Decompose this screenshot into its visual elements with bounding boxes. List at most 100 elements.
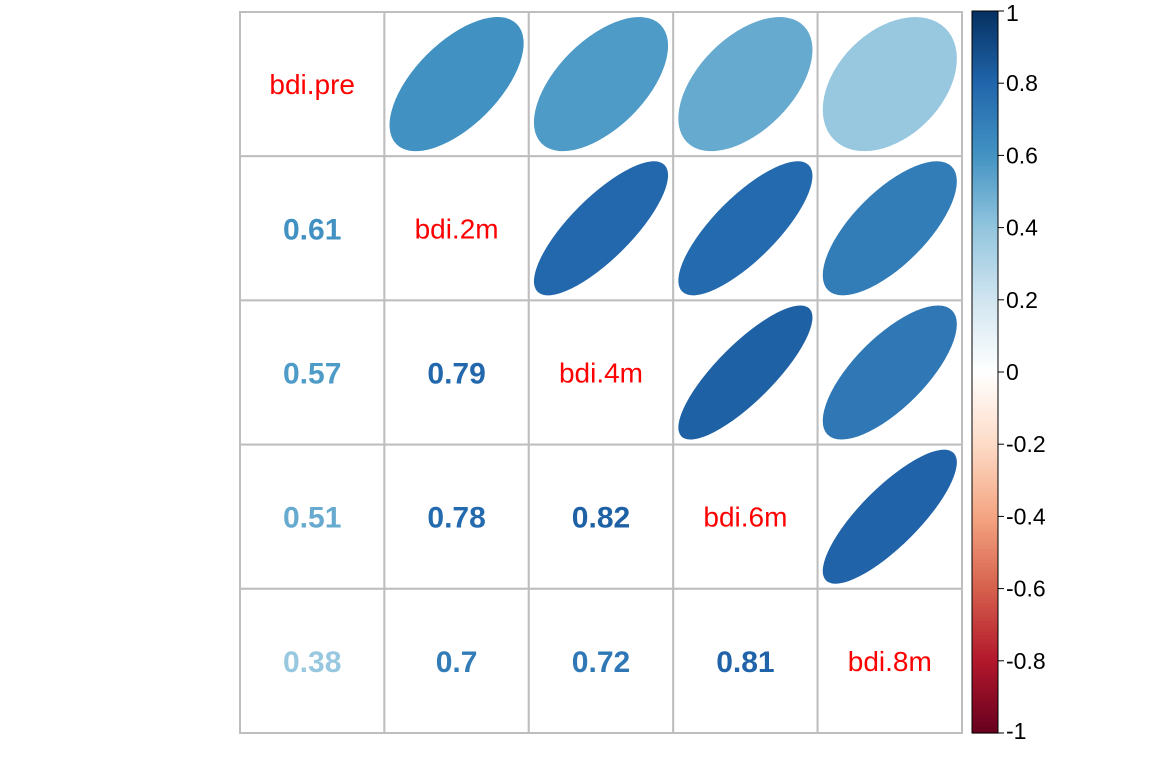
colorbar-segment — [972, 523, 998, 528]
colorbar-segment — [972, 610, 998, 615]
colorbar-segment — [972, 36, 998, 41]
colorbar-segment — [972, 408, 998, 413]
colorbar-segment — [972, 198, 998, 203]
colorbar-segment — [972, 664, 998, 669]
colorbar-segment — [972, 339, 998, 344]
colorbar-segment — [972, 86, 998, 92]
colorbar-segment — [972, 65, 998, 70]
colorbar-segment — [972, 382, 998, 388]
coef-label-bdi.8m-bdi.6m: 0.81 — [716, 646, 774, 679]
colorbar-segment — [972, 94, 998, 99]
colorbar-segment — [972, 216, 998, 221]
colorbar-segment — [972, 278, 998, 283]
colorbar-segment — [972, 563, 998, 568]
colorbar-segment — [972, 328, 998, 333]
colorbar-segment — [972, 361, 998, 366]
colorbar-segment — [972, 642, 998, 647]
colorbar-segment — [972, 227, 998, 232]
colorbar-segment — [972, 39, 998, 45]
colorbar-segment — [972, 346, 998, 351]
colorbar-segment — [972, 429, 998, 434]
grid-cell-4-1 — [383, 587, 530, 734]
colorbar-segment — [972, 646, 998, 651]
colorbar-segment — [972, 668, 998, 673]
ellipse-bdi.4m-bdi.8m — [822, 305, 957, 440]
matrix-cells: bdi.pre 0.61 bdi.2m 0.57 0.79 bdi.4m 0.51 0.78 0… — [239, 11, 963, 734]
colorbar-segment — [972, 205, 998, 211]
colorbar-segment — [972, 231, 998, 236]
colorbar-segment — [972, 256, 998, 261]
ellipse-bdi.4m-bdi.6m — [678, 305, 813, 440]
colorbar-segment — [972, 422, 998, 427]
colorbar-segment — [972, 321, 998, 326]
colorbar-segment — [972, 213, 998, 218]
colorbar-segment — [972, 166, 998, 171]
colorbar-segment — [972, 122, 998, 128]
colorbar-segment — [972, 137, 998, 142]
colorbar-segment — [972, 386, 998, 391]
colorbar-segment — [972, 718, 998, 723]
colorbar-segment — [972, 104, 998, 110]
colorbar-tick-label: 1 — [1006, 0, 1019, 26]
colorbar-segment — [972, 151, 998, 156]
colorbar-segment — [972, 263, 998, 268]
colorbar-segment — [972, 538, 998, 543]
colorbar-segment — [972, 108, 998, 113]
colorbar-segment — [972, 18, 998, 23]
colorbar-segment — [972, 350, 998, 355]
colorbar-segment — [972, 220, 998, 225]
colorbar-tick-label: -1 — [1006, 718, 1026, 744]
colorbar-segment — [972, 11, 998, 16]
colorbar-segment — [972, 415, 998, 420]
colorbar-segment — [972, 707, 998, 712]
colorbar-segment — [972, 595, 998, 601]
colorbar-segment — [972, 169, 998, 175]
colorbar-tick-label: 0.6 — [1006, 142, 1038, 168]
colorbar-segment — [972, 465, 998, 471]
colorbar-segment — [972, 372, 998, 377]
colorbar-segment — [972, 725, 998, 730]
colorbar-tick-label: 0.8 — [1006, 70, 1038, 96]
colorbar-segment — [972, 714, 998, 720]
grid-cell-3-1 — [383, 443, 530, 590]
colorbar-segment — [972, 552, 998, 557]
color-legend: 1 0.8 0.6 0.4 0.2 0 -0.2 -0.4 -0.6 -0.8 -1 — [971, 0, 1046, 744]
colorbar-segment — [972, 498, 998, 503]
colorbar-segment — [972, 79, 998, 84]
colorbar-segment — [972, 678, 998, 684]
ellipse-bdi.pre-bdi.4m — [533, 17, 669, 152]
colorbar-tick-label: -0.6 — [1006, 576, 1046, 602]
colorbar-tick-label: -0.4 — [1006, 503, 1046, 529]
colorbar-segment — [972, 234, 998, 240]
colorbar-segment — [972, 483, 998, 489]
diagonal-label-bdi.4m: bdi.4m — [559, 358, 643, 389]
colorbar-segment — [972, 404, 998, 409]
colorbar-segment — [972, 657, 998, 662]
colorbar-segment — [972, 534, 998, 539]
colorbar-segment — [972, 126, 998, 131]
colorbar-segment — [972, 288, 998, 294]
coef-label-bdi.8m-bdi.pre: 0.38 — [283, 646, 341, 679]
colorbar-segment — [972, 140, 998, 146]
colorbar-segment — [972, 115, 998, 120]
colorbar-segment — [972, 29, 998, 34]
colorbar-segment — [972, 32, 998, 37]
colorbar-segment — [972, 574, 998, 579]
colorbar-segment — [972, 628, 998, 633]
colorbar-segment — [972, 50, 998, 55]
colorbar-segment — [972, 187, 998, 193]
colorbar-segment — [972, 469, 998, 474]
colorbar-segment — [972, 682, 998, 687]
colorbar-segment — [972, 530, 998, 536]
colorbar-segment — [972, 281, 998, 286]
colorbar-segment — [972, 621, 998, 626]
colorbar-segment — [972, 592, 998, 597]
colorbar-segment — [972, 119, 998, 124]
grid-cell-1-0 — [239, 155, 386, 302]
grid-cell-3-2 — [527, 443, 675, 590]
colorbar-segment — [972, 155, 998, 160]
grid-cell-4-2 — [527, 587, 675, 734]
diagonal-label-bdi.2m: bdi.2m — [415, 213, 499, 244]
colorbar-segment — [972, 332, 998, 337]
